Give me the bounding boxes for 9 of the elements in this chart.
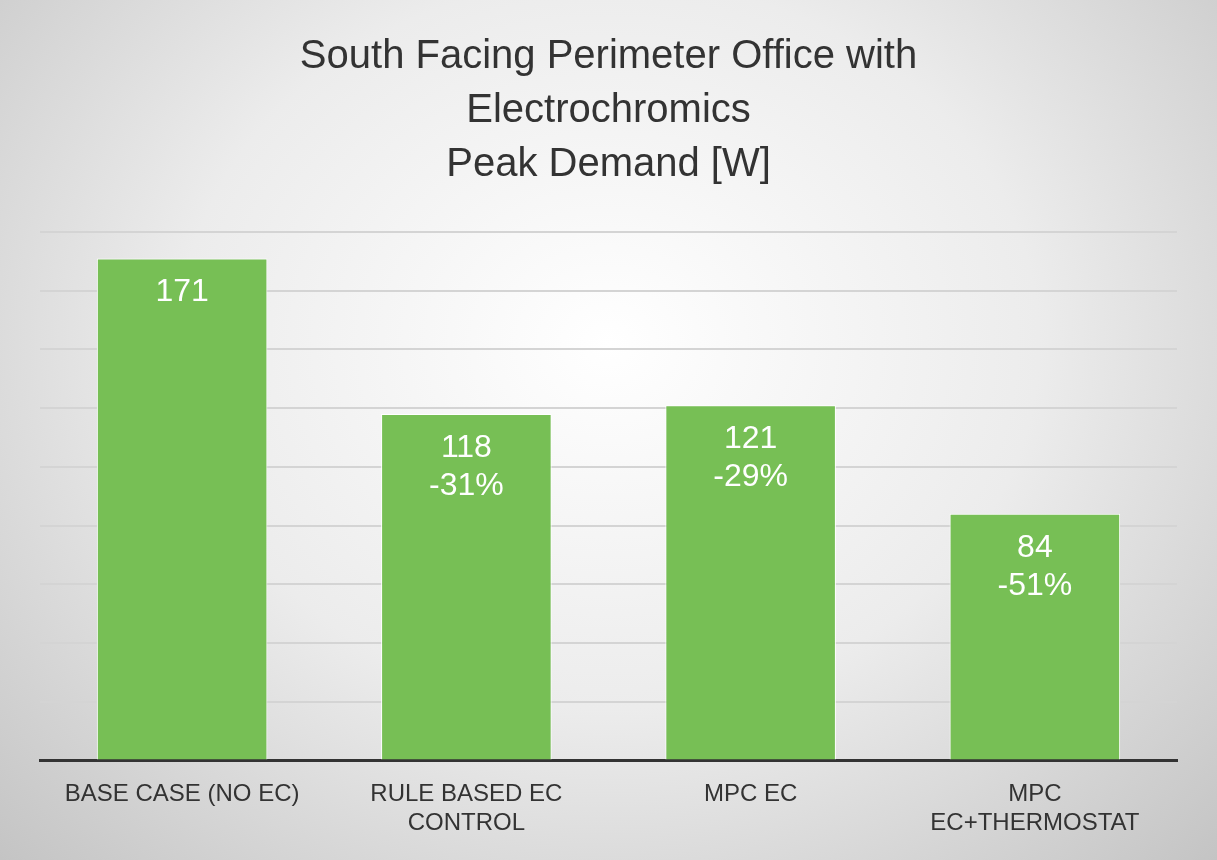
x-tick-label: BASE CASE (NO EC) — [64, 779, 300, 807]
data-label: 171 — [155, 272, 209, 309]
x-tick-label: MPC EC+THERMOSTAT — [930, 779, 1140, 836]
data-label: 118 -31% — [429, 427, 504, 502]
x-tick-label: MPC EC — [703, 779, 798, 807]
x-tick-label: RULE BASED EC CONTROL — [370, 779, 563, 836]
data-label: 121 -29% — [713, 419, 788, 494]
data-label: 84 -51% — [997, 527, 1073, 602]
chart-title: South Facing Perimeter Office with Electrochromics Peak Demand [W] — [299, 32, 918, 185]
